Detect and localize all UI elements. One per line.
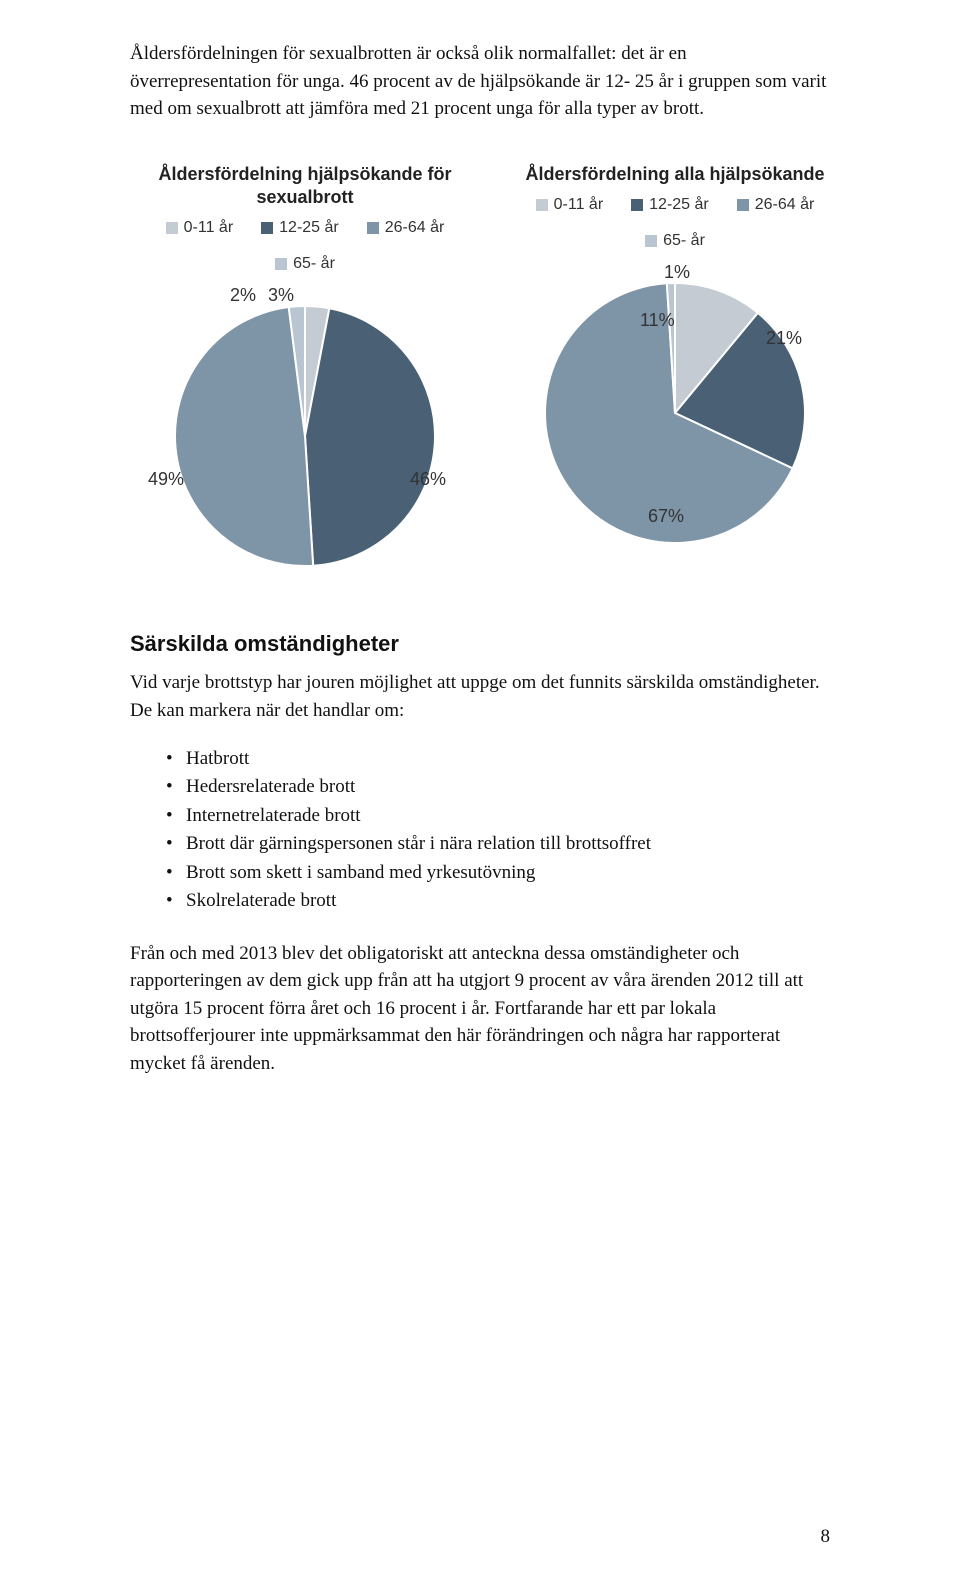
list-item: Brott som skett i samband med yrkesutövn… <box>166 859 830 888</box>
legend-swatch <box>367 222 379 234</box>
pie-data-label: 46% <box>410 469 446 490</box>
chart-left: Åldersfördelning hjälpsökande för sexual… <box>150 163 460 582</box>
legend-item: 0-11 år <box>536 196 604 214</box>
legend-item: 26-64 år <box>737 196 815 214</box>
pie-data-label: 11% <box>640 310 675 331</box>
legend-swatch <box>275 258 287 270</box>
legend-label: 0-11 år <box>184 219 234 237</box>
legend-label: 12-25 år <box>279 219 339 237</box>
legend-item: 0-11 år <box>166 219 234 237</box>
legend-item: 12-25 år <box>631 196 709 214</box>
legend-swatch <box>536 199 548 211</box>
list-item: Brott där gärningspersonen står i nära r… <box>166 830 830 859</box>
legend-swatch <box>631 199 643 211</box>
pie-data-label: 21% <box>766 328 802 349</box>
page-number: 8 <box>821 1526 831 1548</box>
pie-data-label: 67% <box>648 506 684 527</box>
legend-swatch <box>737 199 749 211</box>
chart-right-title: Åldersfördelning alla hjälpsökande <box>520 163 830 186</box>
chart-right: Åldersfördelning alla hjälpsökande 0-11 … <box>520 163 830 582</box>
closing-paragraph: Från och med 2013 blev det obligatoriskt… <box>130 940 830 1078</box>
legend-item: 26-64 år <box>367 219 445 237</box>
legend-swatch <box>645 235 657 247</box>
pie-data-label: 1% <box>664 262 690 283</box>
legend-swatch <box>166 222 178 234</box>
pie-slice <box>305 309 435 566</box>
legend-label: 12-25 år <box>649 196 709 214</box>
chart-left-pie: 2%3%49%46% <box>160 291 450 581</box>
bullet-list: HatbrottHedersrelaterade brottInternetre… <box>130 745 830 916</box>
section-intro-paragraph: Vid varje brottstyp har jouren möjlighet… <box>130 669 830 724</box>
pie-slice <box>175 307 313 566</box>
chart-left-title: Åldersfördelning hjälpsökande för sexual… <box>150 163 460 210</box>
chart-right-pie: 1%11%21%67% <box>530 268 820 558</box>
chart-right-legend: 0-11 år 12-25 år 26-64 år 65- år <box>520 196 830 250</box>
list-item: Hatbrott <box>166 745 830 774</box>
chart-left-legend: 0-11 år 12-25 år 26-64 år 65- år <box>150 219 460 273</box>
pie-data-label: 49% <box>148 469 184 490</box>
list-item: Internetrelaterade brott <box>166 802 830 831</box>
legend-label: 26-64 år <box>385 219 445 237</box>
legend-item: 65- år <box>645 232 705 250</box>
list-item: Skolrelaterade brott <box>166 887 830 916</box>
pie-data-label: 2% <box>230 285 256 306</box>
legend-swatch <box>261 222 273 234</box>
charts-row: Åldersfördelning hjälpsökande för sexual… <box>130 163 830 582</box>
legend-item: 12-25 år <box>261 219 339 237</box>
section-heading: Särskilda omständigheter <box>130 631 830 657</box>
legend-label: 0-11 år <box>554 196 604 214</box>
legend-label: 65- år <box>293 255 335 273</box>
legend-label: 65- år <box>663 232 705 250</box>
intro-paragraph: Åldersfördelningen för sexualbrotten är … <box>130 40 830 123</box>
list-item: Hedersrelaterade brott <box>166 773 830 802</box>
pie-data-label: 3% <box>268 285 294 306</box>
legend-label: 26-64 år <box>755 196 815 214</box>
legend-item: 65- år <box>275 255 335 273</box>
